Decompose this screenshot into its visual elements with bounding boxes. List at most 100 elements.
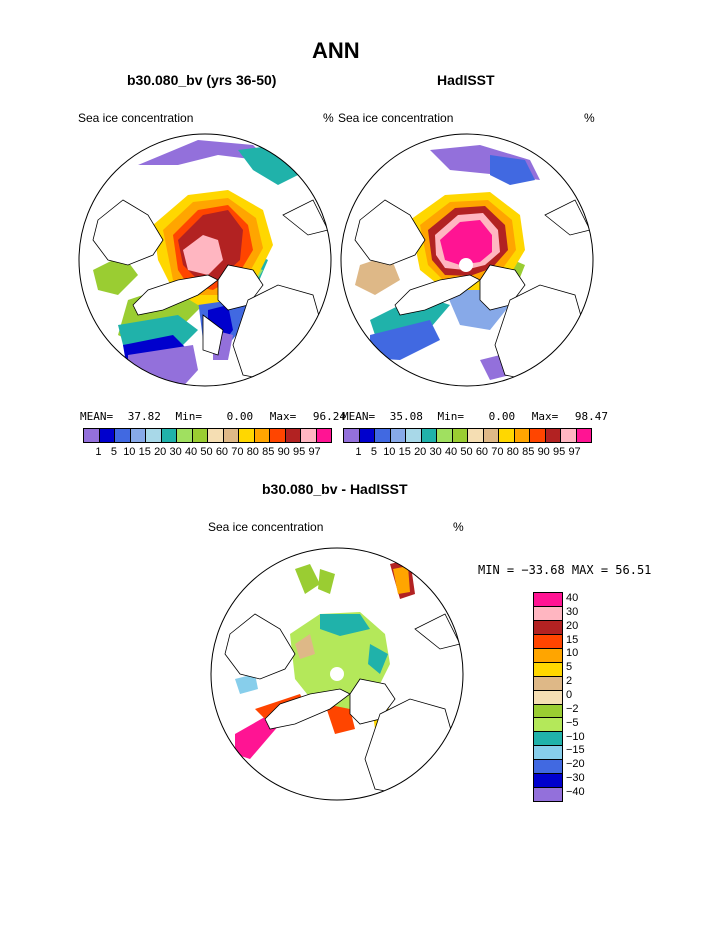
diff-colorbar-swatch-3: [534, 634, 562, 649]
panel-1-colorbar-label-1: 5: [110, 446, 117, 458]
panel-2-colorbar-label-1: 5: [370, 446, 377, 458]
panel-2-colorbar-swatch-4: [406, 429, 422, 442]
panel-2-colorbar-label-8: 60: [475, 446, 489, 458]
panel-1-colorbar-swatch-12: [270, 429, 286, 442]
panel-1-units-label: %: [323, 111, 334, 125]
diff-colorbar-swatch-5: [534, 662, 562, 677]
diff-panel-units-label: %: [453, 520, 464, 534]
panel-1-colorbar: [83, 428, 332, 443]
diff-colorbar-swatch-13: [534, 774, 562, 789]
diff-colorbar-label-9: −5: [566, 716, 579, 729]
panel-1-colorbar-swatch-8: [208, 429, 224, 442]
panel-1-colorbar-label-6: 40: [184, 446, 198, 458]
panel-2-colorbar-label-7: 50: [460, 446, 473, 458]
panel-2-colorbar-label-13: 95: [553, 446, 566, 458]
diff-colorbar-label-11: −15: [566, 744, 585, 757]
panel-2-min-value: 0.00: [488, 410, 516, 423]
diff-colorbar-label-3: 15: [566, 633, 579, 646]
panel-2-colorbar-swatch-1: [359, 429, 375, 442]
panel-1-min-value: 0.00: [226, 410, 254, 423]
panel-2-colorbar-label-11: 85: [522, 446, 535, 458]
panel-2-colorbar-swatch-5: [421, 429, 437, 442]
panel-2-colorbar-swatch-11: [514, 429, 530, 442]
panel-2-colorbar-swatch-14: [561, 429, 577, 442]
panel-2-colorbar-swatch-9: [483, 429, 499, 442]
panel-2-colorbar-label-3: 15: [398, 446, 411, 458]
diff-panel-subtitle: b30.080_bv - HadISST: [262, 481, 408, 497]
panel-1-colorbar-label-14: 97: [308, 446, 321, 458]
panel-2-colorbar-label-4: 20: [414, 446, 427, 458]
panel-1-polar-map: [78, 133, 332, 387]
panel-1-colorbar-label-9: 70: [231, 446, 244, 458]
panel-2-colorbar-swatch-2: [375, 429, 391, 442]
diff-colorbar-swatch-4: [534, 648, 562, 663]
panel-1-subtitle: b30.080_bv (yrs 36-50): [127, 72, 277, 88]
panel-2-colorbar: [343, 428, 592, 443]
diff-colorbar-label-1: 30: [566, 605, 579, 618]
panel-2-colorbar-swatch-15: [576, 429, 591, 442]
panel-1-colorbar-label-11: 85: [262, 446, 275, 458]
panel-2-units-label: %: [584, 111, 595, 125]
panel-2-colorbar-label-2: 10: [383, 446, 396, 458]
panel-1-colorbar-swatch-11: [254, 429, 270, 442]
panel-1-colorbar-label-8: 60: [215, 446, 229, 458]
panel-1-colorbar-label-2: 10: [123, 446, 136, 458]
panel-1-colorbar-label-7: 50: [200, 446, 213, 458]
panel-1-variable-label: Sea ice concentration: [78, 111, 194, 125]
panel-1-colorbar-label-10: 80: [246, 446, 259, 458]
panel-1-colorbar-label-5: 30: [169, 446, 182, 458]
panel-1-colorbar-label-0: 1: [95, 446, 102, 458]
diff-colorbar-swatch-0: [534, 593, 562, 607]
panel-2-mean-label: MEAN=: [342, 410, 376, 423]
diff-panel-minmax: MIN = −33.68 MAX = 56.51: [478, 563, 652, 577]
diff-colorbar-swatch-8: [534, 704, 562, 719]
panel-2-max-value: 98.47: [574, 410, 608, 423]
panel-2-colorbar-swatch-10: [499, 429, 515, 442]
diff-colorbar-swatch-11: [534, 746, 562, 761]
panel-2-colorbar-swatch-12: [530, 429, 546, 442]
panel-2-polar-map: [340, 133, 594, 387]
panel-1-stats: MEAN= 37.82 Min= 0.00 Max= 96.24: [80, 410, 346, 423]
panel-1-colorbar-swatch-14: [301, 429, 317, 442]
panel-2-colorbar-label-9: 70: [491, 446, 504, 458]
panel-1-colorbar-swatch-0: [84, 429, 100, 442]
diff-colorbar-label-13: −30: [566, 772, 585, 785]
panel-2-subtitle: HadISST: [437, 72, 495, 88]
panel-1-colorbar-label-12: 90: [277, 446, 290, 458]
page-title: ANN: [312, 38, 360, 63]
panel-2-mean-value: 35.08: [389, 410, 423, 423]
diff-colorbar: [533, 592, 563, 802]
panel-1-colorbar-labels: 1 5 10 15 20 30 40 50 60 70 80 85 90 95 97: [83, 446, 330, 460]
diff-colorbar-labels: 40 30 20 15 10 5 2 0 −2 −5 −10 −15 −20 −30 −40: [566, 592, 626, 800]
diff-polar-map: [210, 547, 464, 801]
panel-1-colorbar-label-13: 95: [293, 446, 306, 458]
panel-2-colorbar-label-6: 40: [444, 446, 458, 458]
diff-colorbar-label-2: 20: [566, 619, 579, 632]
diff-colorbar-swatch-7: [534, 690, 562, 705]
panel-1-min-label: Min=: [175, 410, 203, 423]
panel-2-colorbar-label-14: 97: [568, 446, 581, 458]
panel-1-colorbar-label-3: 15: [138, 446, 151, 458]
panel-1-colorbar-swatch-1: [99, 429, 115, 442]
panel-2-colorbar-swatch-3: [390, 429, 406, 442]
panel-1-colorbar-swatch-6: [177, 429, 193, 442]
panel-1-colorbar-swatch-10: [239, 429, 255, 442]
panel-1-colorbar-swatch-3: [130, 429, 146, 442]
panel-1-mean-label: MEAN=: [80, 410, 114, 423]
panel-1-colorbar-swatch-9: [223, 429, 239, 442]
panel-2-colorbar-swatch-7: [452, 429, 468, 442]
panel-1-max-label: Max=: [269, 410, 297, 423]
panel-1-colorbar-swatch-2: [115, 429, 131, 442]
panel-1-colorbar-swatch-7: [192, 429, 208, 442]
panel-2-colorbar-swatch-13: [545, 429, 561, 442]
diff-colorbar-swatch-10: [534, 732, 562, 747]
panel-1-colorbar-label-4: 20: [154, 446, 167, 458]
diff-colorbar-swatch-1: [534, 606, 562, 621]
diff-colorbar-swatch-2: [534, 620, 562, 635]
diff-colorbar-label-7: 0: [566, 689, 573, 701]
diff-colorbar-label-14: −40: [566, 786, 585, 799]
panel-2-variable-label: Sea ice concentration: [338, 111, 454, 125]
panel-1-max-value: 96.24: [312, 410, 346, 423]
diff-colorbar-label-6: 2: [566, 675, 573, 688]
panel-1-mean-value: 37.82: [127, 410, 161, 423]
